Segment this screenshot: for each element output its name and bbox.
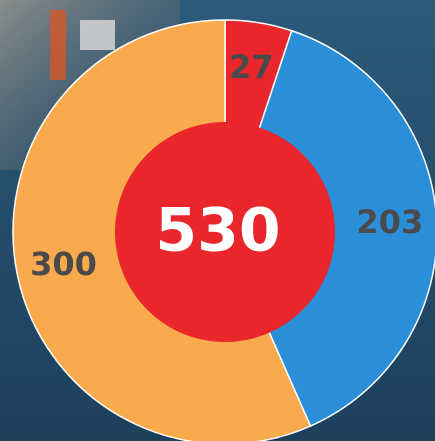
segment-label: 300 — [30, 245, 97, 283]
photo-detail — [50, 10, 66, 80]
segment-label: 27 — [229, 48, 274, 86]
center-circle — [115, 122, 335, 342]
segment-label: 203 — [356, 203, 423, 241]
center-label: 530 — [155, 196, 280, 266]
photo-detail — [80, 20, 115, 50]
